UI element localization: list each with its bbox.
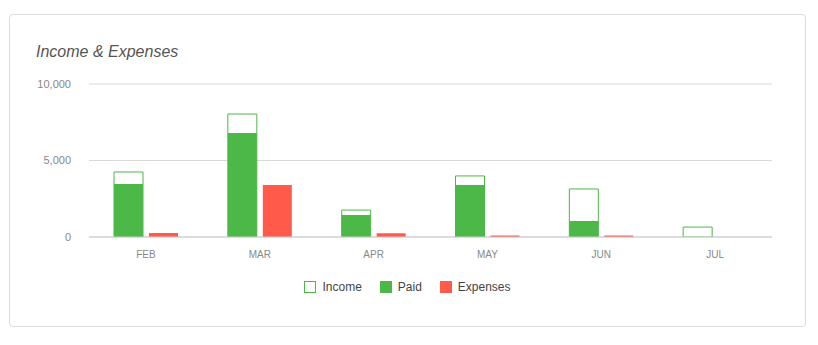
html-text:Income: Income (322, 280, 362, 294)
svg-text:MAY: MAY (477, 249, 498, 260)
html-text:Income & Expenses: Income & Expenses (36, 43, 179, 60)
svg-text:10,000: 10,000 (37, 78, 71, 90)
svg-text:FEB: FEB (136, 249, 156, 260)
html-text:Paid: Paid (397, 280, 422, 294)
svg-text:5,000: 5,000 (43, 154, 71, 166)
svg-text:JUN: JUN (592, 249, 611, 260)
svg-text:0: 0 (65, 231, 71, 243)
svg-text:JUL: JUL (706, 249, 724, 260)
svg-text:MAR: MAR (249, 249, 271, 260)
html-text:Expenses: Expenses (457, 280, 511, 294)
svg-text:APR: APR (363, 249, 384, 260)
